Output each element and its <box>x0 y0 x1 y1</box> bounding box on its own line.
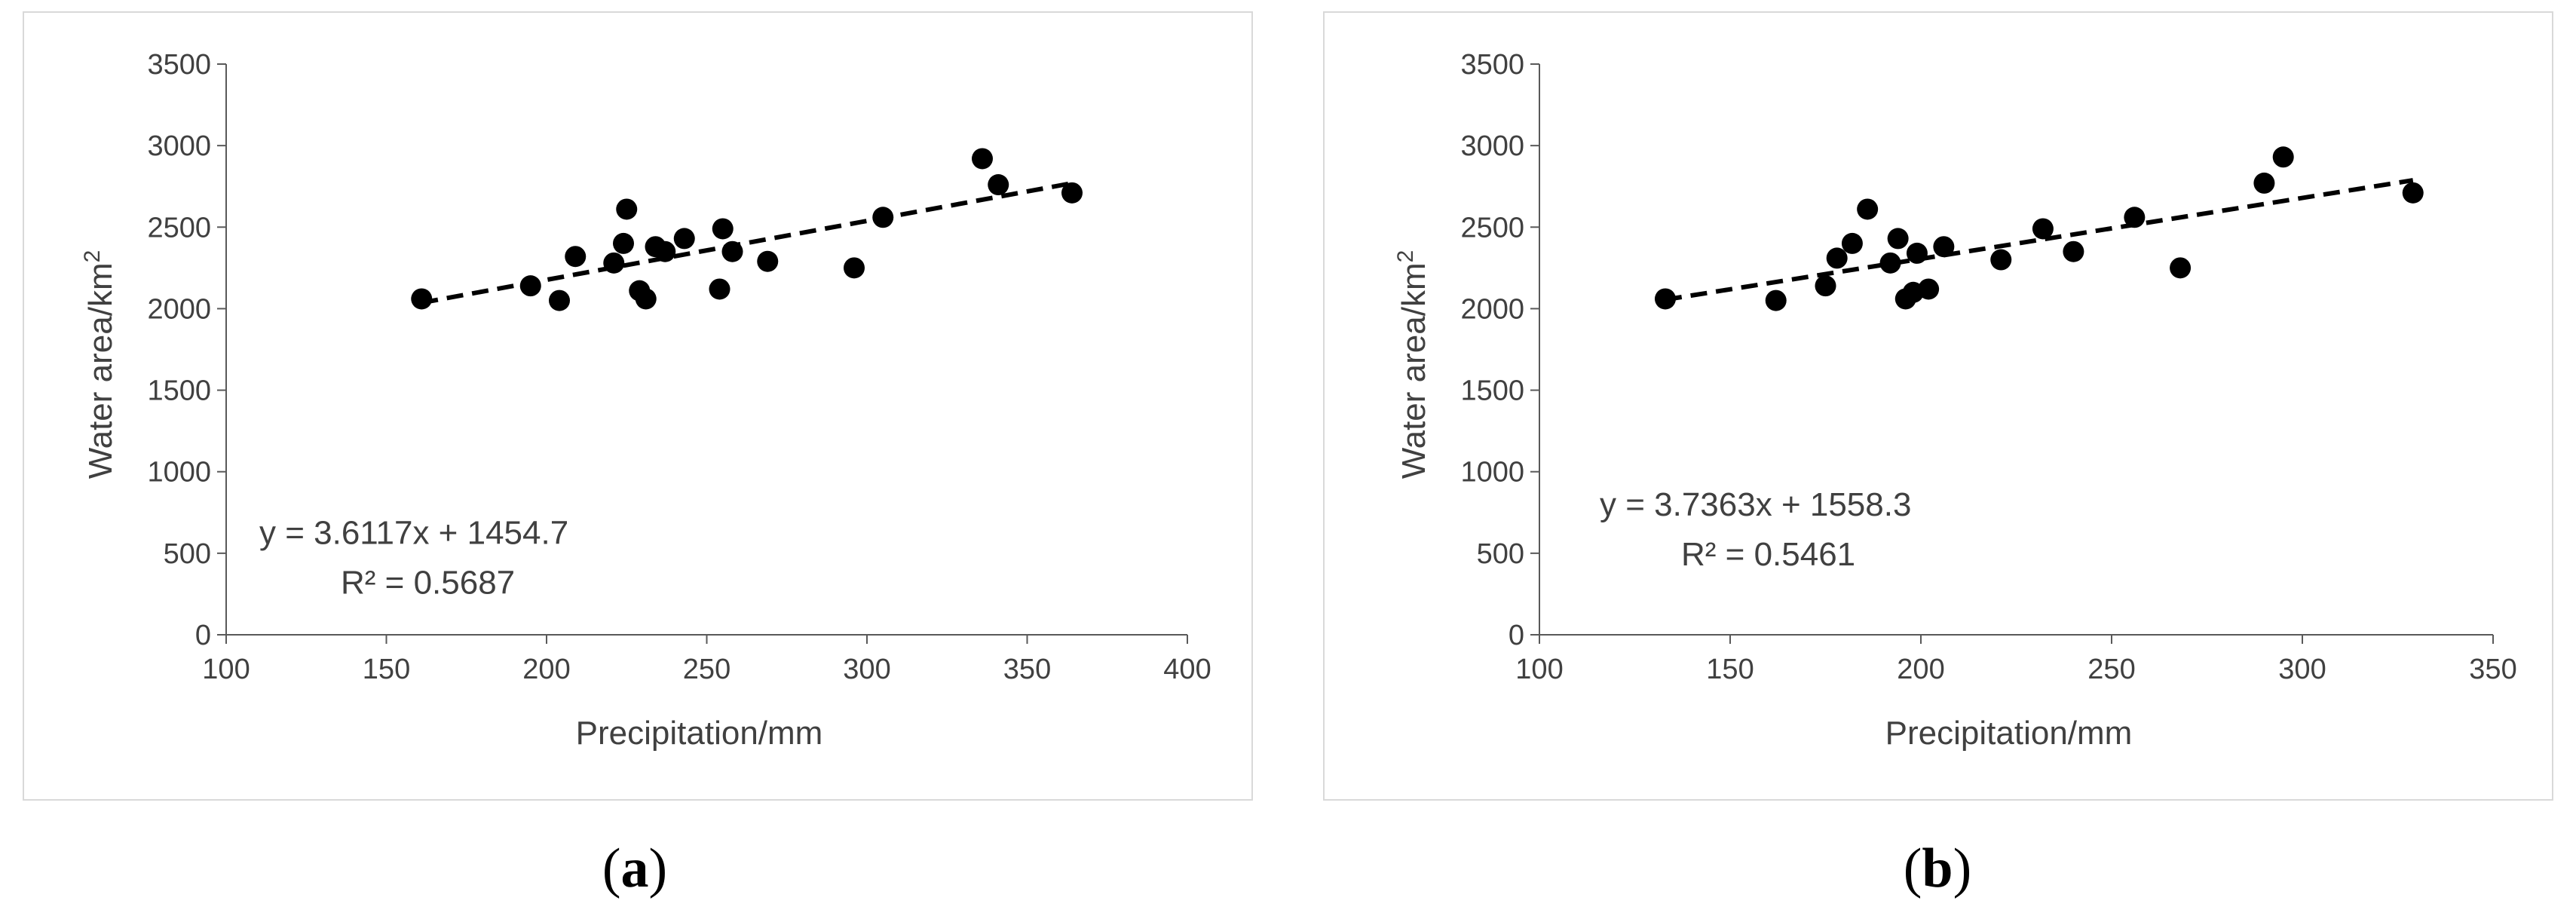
chart-a-data-point <box>635 288 657 310</box>
chart-a-y-tick-label: 1000 <box>147 457 211 489</box>
chart-b-data-point <box>1887 228 1909 250</box>
chart-a-x-axis-title: Precipitation/mm <box>576 715 823 752</box>
chart-a-x-tick-label: 400 <box>1163 654 1211 685</box>
chart-a-x-tick-label: 300 <box>843 654 890 685</box>
chart-a-x-tick-label: 100 <box>202 654 250 685</box>
chart-a-data-point <box>709 278 731 300</box>
chart-a-data-point <box>613 232 634 254</box>
chart-b-data-point <box>1879 252 1901 274</box>
chart-a-data-point <box>988 174 1009 196</box>
chart-b-y-tick-label: 1000 <box>1460 457 1524 489</box>
chart-b-data-point <box>1906 242 1928 264</box>
chart-b-y-tick-label: 500 <box>1477 538 1524 570</box>
chart-b-data-point <box>1841 232 1863 254</box>
chart-a-x-tick-label: 150 <box>363 654 410 685</box>
caption-a: (a) <box>602 838 668 899</box>
chart-b-data-point <box>1815 275 1836 297</box>
chart-a-data-point <box>549 289 570 311</box>
chart-b-data-point <box>1826 247 1848 269</box>
chart-a-data-point <box>603 252 625 274</box>
chart-b-trendline <box>1665 178 2414 302</box>
chart-b-data-point <box>1765 289 1787 311</box>
chart-a-data-point <box>616 198 638 220</box>
chart-a-data-point <box>565 246 587 268</box>
chart-a-data-point <box>872 207 894 228</box>
chart-b-x-axis-title: Precipitation/mm <box>1885 715 2133 752</box>
chart-a-y-tick-label: 2000 <box>147 293 211 325</box>
chart-a-data-point <box>673 228 695 250</box>
chart-a-data-point <box>972 148 993 170</box>
chart-b-data-point <box>1857 198 1879 220</box>
scatter-chart-b: 0 500 1000 1500 2000 2500 3000 3500 100 150 200 250… <box>1393 49 2517 752</box>
chart-a-y-tick-label: 3500 <box>147 49 211 81</box>
scatter-chart-a: 0 500 1000 1500 2000 2500 3000 3500 100 150 200 250… <box>80 49 1211 752</box>
chart-b-data-point <box>1918 278 1940 300</box>
chart-a-r-squared: R² = 0.5687 <box>341 565 515 602</box>
chart-a-data-point <box>411 288 433 310</box>
chart-b-data-point <box>2253 172 2275 194</box>
chart-b-data-point <box>2170 257 2192 279</box>
chart-b-x-tick-label: 100 <box>1515 654 1563 685</box>
chart-a-x-tick-label: 350 <box>1003 654 1051 685</box>
chart-b-x-tick-label: 350 <box>2469 654 2516 685</box>
chart-b-y-tick-label: 2000 <box>1460 293 1524 325</box>
chart-panel-b: 0 500 1000 1500 2000 2500 3000 3500 100 150 200 250… <box>1323 11 2553 801</box>
chart-a-x-tick-label: 250 <box>683 654 731 685</box>
chart-a-data-point <box>712 218 734 240</box>
chart-b-y-tick-label: 2500 <box>1460 212 1524 244</box>
chart-b-data-point <box>2272 146 2294 168</box>
chart-b-trend-equation: y = 3.7363x + 1558.3 <box>1600 486 1911 523</box>
chart-panel-a: 0 500 1000 1500 2000 2500 3000 3500 100 150 200 250… <box>23 11 1253 801</box>
caption-b-label: b <box>1922 838 1953 899</box>
chart-a-y-tick-label: 500 <box>164 538 211 570</box>
chart-b-data-point <box>2063 240 2084 262</box>
chart-b-data-point <box>1990 249 2012 271</box>
chart-a-trendline <box>421 181 1073 305</box>
chart-a-y-tick-label: 3000 <box>147 130 211 162</box>
chart-b-x-tick-label: 150 <box>1706 654 1754 685</box>
chart-b-data-point <box>1654 288 1676 310</box>
chart-a-data-point <box>844 257 865 279</box>
chart-a-data-point <box>519 275 541 297</box>
chart-b-y-tick-label: 0 <box>1509 620 1524 651</box>
chart-b-x-tick-label: 300 <box>2278 654 2326 685</box>
chart-a-data-point <box>1061 182 1083 204</box>
chart-a-data-point <box>654 240 676 262</box>
caption-b: (b) <box>1903 838 1972 899</box>
chart-a-trend-equation: y = 3.6117x + 1454.7 <box>259 515 568 552</box>
chart-b-y-axis-title: Water area/km2 <box>1393 250 1432 479</box>
chart-b-r-squared: R² = 0.5461 <box>1681 536 1855 573</box>
chart-a-y-tick-label: 0 <box>195 620 211 651</box>
chart-a-y-tick-label: 2500 <box>147 212 211 244</box>
chart-b-data-point <box>2032 218 2054 240</box>
chart-b-x-tick-label: 250 <box>2087 654 2135 685</box>
chart-a-y-axis-title: Water area/km2 <box>80 250 119 479</box>
chart-b-data-point <box>1933 236 1955 258</box>
chart-a-data-point <box>757 250 779 272</box>
caption-a-label: a <box>620 838 649 899</box>
chart-a-x-tick-label: 200 <box>522 654 570 685</box>
chart-b-y-tick-label: 3500 <box>1460 49 1524 81</box>
chart-b-x-tick-label: 200 <box>1897 654 1944 685</box>
chart-b-data-point <box>2402 182 2424 204</box>
chart-b-y-tick-label: 1500 <box>1460 375 1524 407</box>
chart-a-y-tick-label: 1500 <box>147 375 211 407</box>
chart-a-data-point <box>721 240 743 262</box>
chart-b-y-tick-label: 3000 <box>1460 130 1524 162</box>
chart-b-data-point <box>2124 207 2146 228</box>
